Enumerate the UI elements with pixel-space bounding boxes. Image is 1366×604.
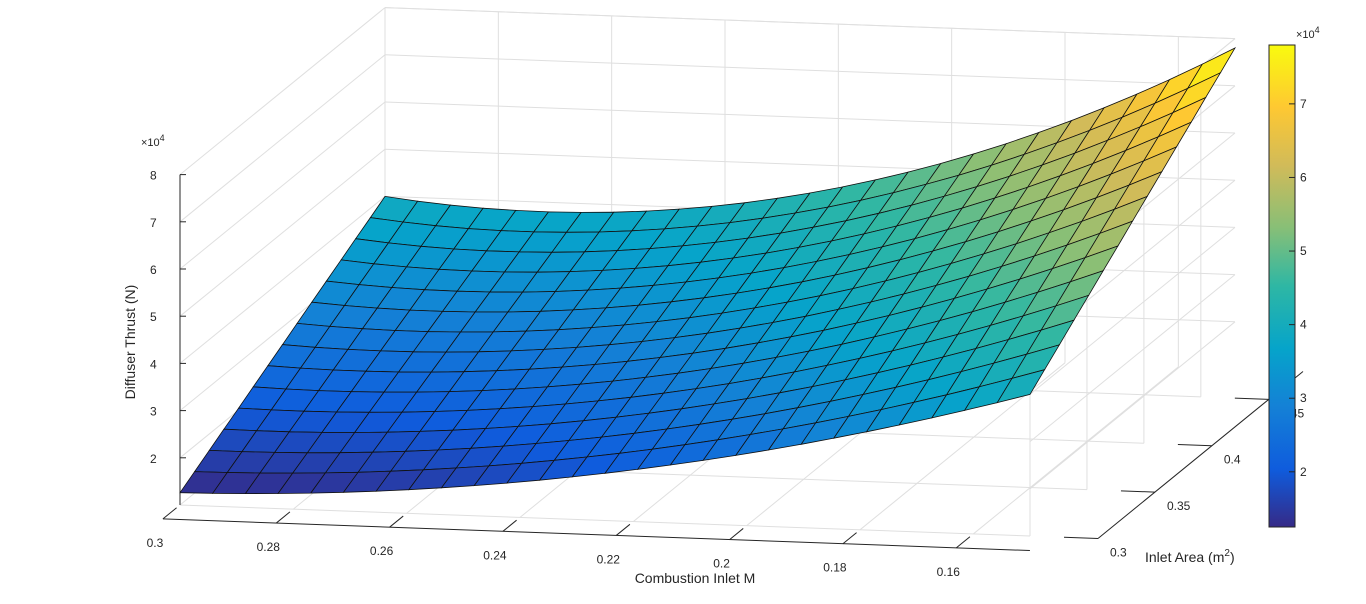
y-tick-mark: [1063, 536, 1099, 539]
grid-line-z-left: [179, 7, 386, 175]
z-tick-label: 3: [150, 405, 157, 419]
colorbar-tick-label: 2: [1300, 465, 1307, 479]
grid-line-z-left: [179, 148, 386, 317]
surface-layer: [179, 47, 1237, 495]
y-tick-label: 0.3: [1110, 545, 1127, 559]
grid-line-z-side: [1029, 321, 1236, 490]
grid-line-y-floor: [179, 504, 1031, 537]
y-tick-mark: [1177, 443, 1212, 447]
colorbar-ticks: 2 3 4 5 6 7: [1289, 97, 1307, 479]
y-tick-mark: [1234, 397, 1269, 400]
z-tick-label: 4: [150, 357, 157, 371]
surface-patch: [996, 369, 1046, 404]
z-axis-exponent: ×104: [141, 133, 165, 149]
z-axis-label: Diffuser Thrust (N): [122, 285, 138, 400]
grid-line-z-left: [179, 196, 386, 364]
x-tick-label: 0.3: [147, 536, 164, 550]
axis-layer: 0.3 0.28 0.26 0.24 0.22 0.2 0.18 0.16 0.3 0.35 0.4…: [147, 169, 1305, 579]
x-tick-mark: [615, 523, 631, 536]
y-tick-label: 0.35: [1167, 499, 1191, 513]
z-exponent-power: 4: [160, 133, 165, 143]
colorbar-tick-label: 6: [1300, 170, 1307, 184]
y-axis-label: Inlet Area (m2): [1145, 548, 1235, 565]
x-tick-label: 0.22: [597, 552, 621, 566]
z-exponent-base: ×10: [141, 137, 160, 149]
colorbar: [1268, 44, 1296, 528]
z-tick-label: 8: [150, 169, 157, 183]
grid-line-z-back: [384, 54, 1236, 87]
z-tick-label: 7: [150, 216, 157, 230]
x-tick-mark: [729, 528, 744, 540]
colorbar-tick-label: 4: [1300, 318, 1307, 332]
x-tick-mark: [502, 519, 517, 532]
box-edge: [384, 7, 1236, 40]
z-tick-label: 6: [150, 263, 157, 277]
x-axis-line: [162, 518, 1030, 552]
colorbar-exponent-base: ×10: [1296, 29, 1315, 41]
colorbar-exponent-power: 4: [1315, 25, 1320, 35]
z-tick-label: 5: [150, 310, 157, 324]
colorbar-tick-label: 7: [1300, 97, 1307, 111]
x-tick-label: 0.18: [823, 561, 847, 575]
grid-line-z-left: [179, 101, 386, 270]
x-tick-label: 0.28: [257, 540, 281, 554]
y-axis-label-text: Inlet Area (m: [1145, 549, 1224, 565]
y-tick-label: 0.4: [1224, 453, 1241, 467]
colorbar-tick-label: 3: [1300, 391, 1307, 405]
colorbar-exponent: ×104: [1296, 25, 1320, 41]
x-axis-label: Combustion Inlet M: [635, 570, 756, 586]
x-tick-label: 0.2: [713, 557, 730, 571]
z-tick-label: 2: [150, 452, 157, 466]
grid-line-z-left: [179, 54, 386, 223]
y-axis-label-sup: 2: [1224, 548, 1230, 559]
x-tick-mark: [955, 536, 971, 549]
x-tick-label: 0.24: [483, 548, 507, 562]
colorbar-tick-label: 5: [1300, 244, 1307, 258]
x-tick-mark: [275, 511, 291, 524]
x-tick-mark: [842, 532, 857, 545]
x-tick-label: 0.16: [937, 565, 961, 579]
x-tick-mark: [389, 515, 404, 528]
y-axis-label-close: ): [1230, 549, 1235, 565]
x-tick-label: 0.26: [370, 544, 394, 558]
y-tick-mark: [1120, 490, 1155, 493]
x-tick-mark: [162, 507, 177, 520]
